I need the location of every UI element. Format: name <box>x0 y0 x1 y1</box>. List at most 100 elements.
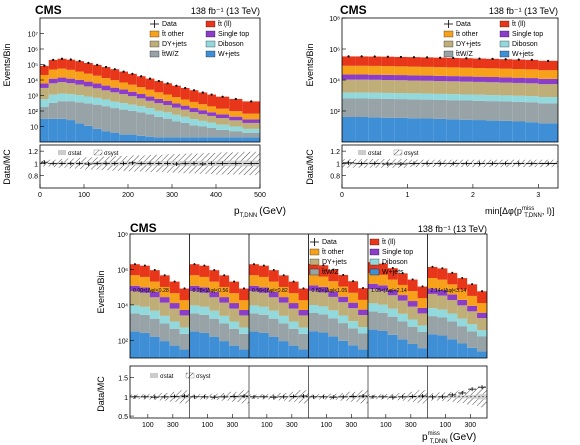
stack-bar-tt-other <box>101 78 111 86</box>
stack-bar-ttwz <box>308 312 319 332</box>
stack-bar-ttll <box>229 98 243 112</box>
stack-bar-dy-jets <box>368 79 382 93</box>
stack-bar-ttwz <box>420 99 434 119</box>
main-plot: 0.00<|Δφ|<0.28 0.28<|Δφ|<0.56 0.56<|Δφ|<0.… <box>117 232 488 359</box>
stack-bar-ttll <box>163 83 172 95</box>
legend-label-dy-jets: DY+jets <box>162 41 187 48</box>
stack-bar-ttwz <box>139 314 150 333</box>
ratio-legend-swatch-syst <box>185 372 195 379</box>
svg-text:pT,DNN(GeV): pT,DNN (GeV) <box>234 206 286 219</box>
ratio-axis-title: Data/MC <box>96 376 106 412</box>
stack-bar-ttll <box>407 57 421 67</box>
stack-bar-single-top <box>40 83 49 88</box>
legend-swatch-ttwz <box>443 50 454 58</box>
y-tick-label: 10⁸ <box>117 232 128 239</box>
stack-bar-diboson <box>447 313 458 322</box>
stack-bar-diboson <box>288 321 299 329</box>
stack-bar-ttwz <box>387 316 398 335</box>
stack-bar-ttwz <box>239 333 249 350</box>
stack-bar-dy-jets <box>119 94 128 104</box>
data-point <box>481 290 484 293</box>
stack-bar-wjets <box>199 332 210 358</box>
stack-bar-single-top <box>278 297 289 303</box>
stack-bar-tt-other <box>169 293 180 304</box>
ratio-plot: 100 300 100 300 100 300 100 300 100 300 100 300 0.5 1… <box>118 365 488 429</box>
stack-bar-ttll <box>397 273 408 285</box>
stack-bar-wjets <box>101 131 111 142</box>
stack-bar-ttwz <box>477 336 487 352</box>
stack-bar-diboson <box>407 319 418 327</box>
data-point <box>412 56 416 59</box>
stack-bar-ttwz <box>189 313 200 332</box>
stack-bar-ttll <box>209 270 220 282</box>
stack-bar-ttll <box>130 264 140 276</box>
data-point <box>352 280 355 283</box>
stack-bar-tt-other <box>338 286 349 297</box>
stack-bar-ttll <box>437 268 448 280</box>
stack-bar-ttwz <box>447 321 458 340</box>
stack-bar-ttwz <box>467 331 478 348</box>
data-point <box>441 267 444 270</box>
cms-label: CMS <box>130 221 157 235</box>
legend-swatch-diboson <box>499 40 510 48</box>
data-point <box>461 276 464 279</box>
stack-bar-ttll <box>446 57 460 68</box>
stack-bar-tt-other <box>239 300 249 310</box>
x-tick-label: 300 <box>166 192 178 199</box>
stack-bar-ttwz <box>258 314 269 333</box>
stack-bar-dy-jets <box>145 100 155 109</box>
stack-bar-dy-jets <box>57 82 67 94</box>
stack-bar-single-top <box>387 289 398 296</box>
stack-bar-ttll <box>207 94 216 107</box>
x-tick-label: 300 <box>226 422 238 429</box>
stack-bar-single-top <box>57 77 67 83</box>
stack-bar-ttll <box>368 56 382 66</box>
stack-bar-ttll <box>154 81 164 93</box>
stack-bar-single-top <box>457 299 468 306</box>
stack-bar-diboson <box>512 95 526 102</box>
stack-bar-single-top <box>447 294 458 301</box>
stack-bar-wjets <box>328 336 339 358</box>
y-tick-label: 10³ <box>28 94 39 101</box>
stack-bar-wjets <box>358 349 368 358</box>
stack-bar-dy-jets <box>377 290 388 305</box>
data-point <box>221 95 224 98</box>
stack-bar-diboson <box>216 124 230 130</box>
stack-bar-ttll <box>420 57 434 67</box>
stack-bar-wjets <box>355 117 369 142</box>
stack-bar-tt-other <box>209 281 220 292</box>
stack-bar-ttwz <box>75 102 84 124</box>
stack-bar-single-top <box>433 75 447 82</box>
stack-bar-single-top <box>48 78 58 84</box>
stack-bar-wjets <box>407 118 421 142</box>
stack-bar-single-top <box>149 291 160 298</box>
stack-bar-single-top <box>216 114 230 119</box>
data-point <box>223 274 226 277</box>
y-tick-label: 10² <box>118 338 129 345</box>
stack-bar-single-top <box>110 87 120 93</box>
y-tick-label: 10⁶ <box>27 47 38 54</box>
data-point <box>517 58 520 61</box>
stack-bar-diboson <box>381 92 395 99</box>
stack-bar-dy-jets <box>381 80 395 93</box>
stack-bar-wjets <box>342 117 356 142</box>
ratio-legend-syst: σsyst <box>104 151 119 157</box>
data-point <box>391 267 394 270</box>
legend-swatch-diboson <box>205 40 216 48</box>
stack-bar-ttwz <box>145 114 155 137</box>
legend-swatch-single-top <box>205 30 216 38</box>
stack-bar-ttll <box>128 73 137 85</box>
stack-bar-single-top <box>239 309 249 316</box>
stack-bar-wjets <box>447 339 458 358</box>
stack-bar-dy-jets <box>308 290 319 306</box>
stack-bar-dy-jets <box>159 302 170 316</box>
x-tick-label: 300 <box>464 422 476 429</box>
y-tick-label: 10 <box>30 125 38 132</box>
stack-bar-ttwz <box>512 101 526 122</box>
stack-bar-dy-jets <box>66 83 76 95</box>
stack-bar-tt-other <box>387 279 398 290</box>
stack-bar-diboson <box>242 128 260 133</box>
legend-swatch-ttwz <box>149 50 160 58</box>
legend-swatch-tt-other <box>309 248 320 256</box>
